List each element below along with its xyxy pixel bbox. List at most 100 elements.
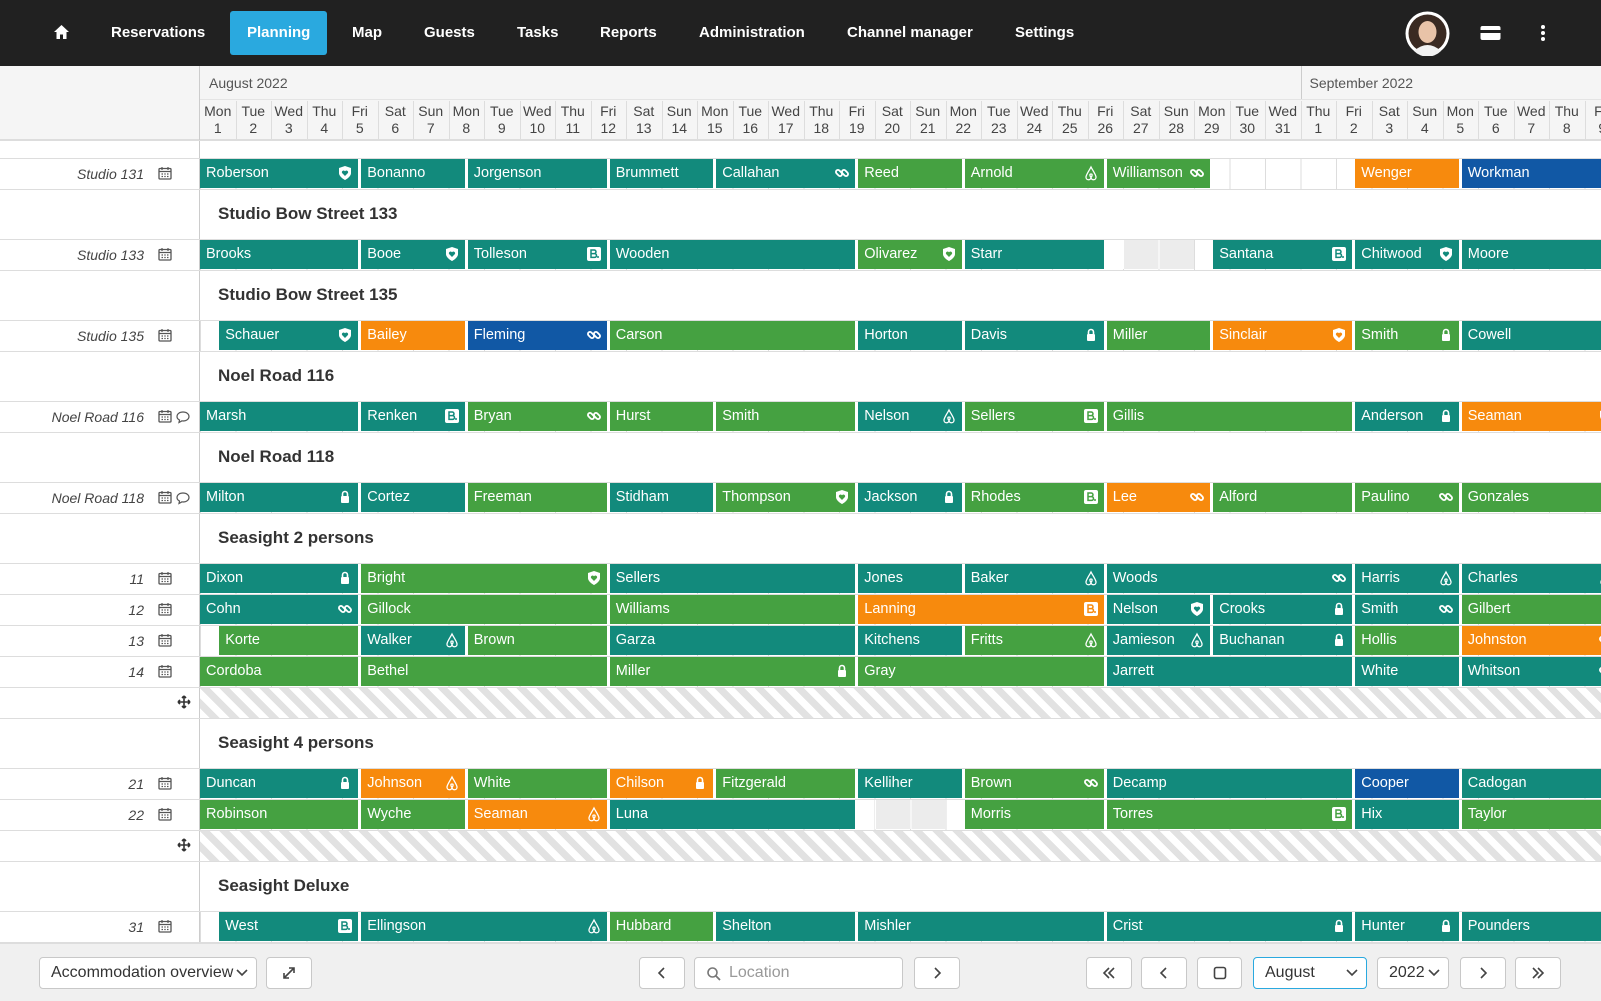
- booking[interactable]: Williamson: [1106, 159, 1211, 188]
- booking[interactable]: Bethel: [361, 657, 607, 686]
- booking[interactable]: Santana: [1213, 240, 1353, 269]
- booking[interactable]: Jamieson: [1106, 626, 1211, 655]
- calendar-icon[interactable]: [158, 571, 172, 585]
- expand-button[interactable]: [266, 957, 312, 989]
- location-input[interactable]: Location: [694, 957, 903, 989]
- booking[interactable]: Luna: [609, 800, 856, 829]
- booking[interactable]: Gilbert: [1461, 595, 1601, 624]
- booking[interactable]: Crist: [1106, 912, 1353, 941]
- year-select[interactable]: 2022: [1377, 957, 1449, 989]
- booking[interactable]: Wooden: [609, 240, 856, 269]
- booking[interactable]: Nelson: [1106, 595, 1211, 624]
- booking[interactable]: Hurst: [609, 402, 714, 431]
- booking[interactable]: Stidham: [609, 483, 714, 512]
- calendar-icon[interactable]: [158, 490, 172, 504]
- booking[interactable]: Rhodes: [964, 483, 1104, 512]
- booking[interactable]: Torres: [1106, 800, 1353, 829]
- booking[interactable]: Harris: [1355, 564, 1459, 593]
- booking[interactable]: Baker: [964, 564, 1104, 593]
- booking[interactable]: Wenger: [1355, 159, 1459, 188]
- month-select[interactable]: August: [1253, 957, 1367, 989]
- booking[interactable]: Roberson: [200, 159, 359, 188]
- booking[interactable]: Jackson: [858, 483, 962, 512]
- booking[interactable]: Cowell: [1461, 321, 1601, 350]
- calendar-icon[interactable]: [158, 247, 172, 261]
- more-icon[interactable]: [1540, 24, 1546, 42]
- nav-item[interactable]: Administration: [699, 24, 805, 41]
- booking[interactable]: Anderson: [1355, 402, 1459, 431]
- booking[interactable]: Olivarez: [858, 240, 962, 269]
- nav-item[interactable]: Settings: [1015, 24, 1075, 41]
- booking[interactable]: Miller: [609, 657, 856, 686]
- calendar-icon[interactable]: [158, 409, 172, 423]
- comment-icon[interactable]: [176, 491, 190, 505]
- booking[interactable]: Wyche: [361, 800, 465, 829]
- booking[interactable]: Gillock: [361, 595, 607, 624]
- booking[interactable]: Dixon: [200, 564, 359, 593]
- nav-item[interactable]: Map: [352, 24, 382, 41]
- booking[interactable]: Paulino: [1355, 483, 1459, 512]
- booking[interactable]: Sellers: [964, 402, 1104, 431]
- booking[interactable]: Booe: [361, 240, 465, 269]
- booking[interactable]: Fitzgerald: [716, 769, 856, 798]
- booking[interactable]: Horton: [858, 321, 962, 350]
- booking[interactable]: Bright: [361, 564, 607, 593]
- card-icon[interactable]: [1480, 25, 1501, 41]
- booking[interactable]: Crooks: [1213, 595, 1353, 624]
- booking[interactable]: Freeman: [467, 483, 607, 512]
- booking[interactable]: Starr: [964, 240, 1104, 269]
- booking[interactable]: White: [467, 769, 607, 798]
- booking[interactable]: Hix: [1355, 800, 1459, 829]
- booking[interactable]: Walker: [361, 626, 465, 655]
- booking[interactable]: Cohn: [200, 595, 359, 624]
- booking[interactable]: Gray: [858, 657, 1104, 686]
- booking[interactable]: Smith: [716, 402, 856, 431]
- booking[interactable]: Brown: [964, 769, 1104, 798]
- booking[interactable]: Schauer: [219, 321, 359, 350]
- booking[interactable]: Bryan: [467, 402, 607, 431]
- booking[interactable]: Chilson: [609, 769, 714, 798]
- nav-item[interactable]: Tasks: [517, 24, 559, 41]
- booking[interactable]: Cordoba: [200, 657, 359, 686]
- booking[interactable]: Kelliher: [858, 769, 962, 798]
- booking[interactable]: Chitwood: [1355, 240, 1459, 269]
- booking[interactable]: Hollis: [1355, 626, 1459, 655]
- booking[interactable]: Woods: [1106, 564, 1353, 593]
- booking[interactable]: Smith: [1355, 321, 1459, 350]
- prev-button[interactable]: [639, 957, 685, 989]
- calendar-icon[interactable]: [158, 328, 172, 342]
- booking[interactable]: Jarrett: [1106, 657, 1353, 686]
- booking[interactable]: West: [219, 912, 359, 941]
- booking[interactable]: Bailey: [361, 321, 465, 350]
- booking[interactable]: Mishler: [858, 912, 1104, 941]
- booking[interactable]: Decamp: [1106, 769, 1353, 798]
- booking[interactable]: Buchanan: [1213, 626, 1353, 655]
- nav-item[interactable]: Guests: [424, 24, 475, 41]
- booking[interactable]: Seaman: [1461, 402, 1601, 431]
- booking[interactable]: Miller: [1106, 321, 1211, 350]
- calendar-icon[interactable]: [158, 919, 172, 933]
- booking[interactable]: Cooper: [1355, 769, 1459, 798]
- booking[interactable]: Gillis: [1106, 402, 1353, 431]
- booking[interactable]: Duncan: [200, 769, 359, 798]
- booking[interactable]: Brown: [467, 626, 607, 655]
- booking[interactable]: Kitchens: [858, 626, 962, 655]
- first-button[interactable]: [1086, 957, 1132, 989]
- booking[interactable]: Marsh: [200, 402, 359, 431]
- booking[interactable]: Seaman: [467, 800, 607, 829]
- booking[interactable]: Bonanno: [361, 159, 465, 188]
- booking[interactable]: Garza: [609, 626, 856, 655]
- booking[interactable]: Pounders: [1461, 912, 1601, 941]
- prev-month-button[interactable]: [1141, 957, 1187, 989]
- booking[interactable]: Johnston: [1461, 626, 1601, 655]
- booking[interactable]: Johnson: [361, 769, 465, 798]
- booking[interactable]: Moore: [1461, 240, 1601, 269]
- avatar[interactable]: [1405, 11, 1450, 56]
- calendar-icon[interactable]: [158, 166, 172, 180]
- booking[interactable]: Ellingson: [361, 912, 607, 941]
- calendar-icon[interactable]: [158, 664, 172, 678]
- booking[interactable]: Robinson: [200, 800, 359, 829]
- next-button[interactable]: [914, 957, 960, 989]
- booking[interactable]: Fritts: [964, 626, 1104, 655]
- booking[interactable]: Lanning: [858, 595, 1104, 624]
